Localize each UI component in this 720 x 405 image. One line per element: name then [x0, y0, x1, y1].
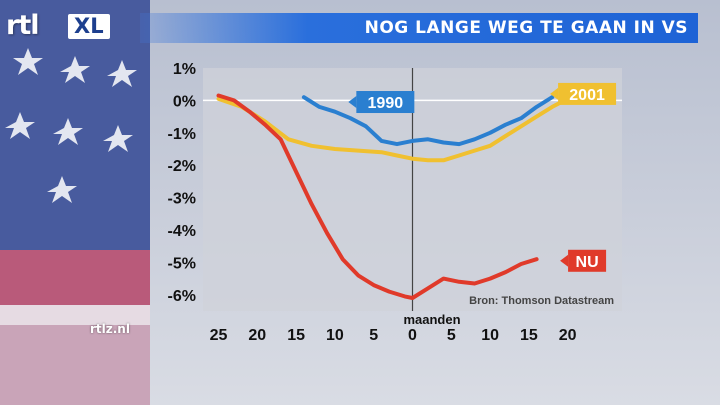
- series-label-nu: NU: [560, 249, 607, 272]
- series-labels: 1990 2001 NU: [348, 82, 617, 272]
- logo-rtl-text: rtl: [6, 10, 39, 41]
- y-tick-label: 1%: [173, 61, 196, 78]
- series-line-2001: [216, 96, 570, 163]
- x-tick-label: 25: [210, 327, 228, 344]
- y-tick-label: -4%: [168, 223, 196, 240]
- series-label-pointer: [550, 87, 559, 100]
- y-tick-label: 0%: [173, 93, 196, 110]
- series-label-box: [356, 91, 415, 114]
- x-tick-label: 20: [559, 327, 577, 344]
- x-axis-label: maanden: [403, 312, 460, 327]
- x-tick-label: 15: [287, 327, 305, 344]
- headline-text: NOG LANGE WEG TE GAAN IN VS: [364, 18, 688, 38]
- x-tick-label: 5: [447, 327, 456, 344]
- y-tick-label: -2%: [168, 158, 196, 175]
- source-note: Bron: Thomson Datastream: [469, 295, 614, 307]
- x-axis: 25 20 15 10 5 0 5 10 15 20: [210, 327, 577, 344]
- series-line-1990: [301, 95, 555, 147]
- series-label-box: [558, 82, 617, 105]
- x-tick-label: 15: [520, 327, 538, 344]
- series-lines: [216, 93, 570, 300]
- series-label-text: 1990: [368, 95, 404, 112]
- y-tick-label: -6%: [168, 288, 196, 305]
- y-tick-label: -5%: [168, 255, 196, 272]
- logo-xl-badge: XL: [68, 14, 110, 39]
- series-line-nu: [216, 93, 539, 300]
- x-tick-label: 10: [326, 327, 344, 344]
- headline-bar: NOG LANGE WEG TE GAAN IN VS: [140, 13, 698, 43]
- y-tick-label: -1%: [168, 126, 196, 143]
- series-label-text: 2001: [569, 87, 605, 104]
- x-tick-label: 10: [481, 327, 499, 344]
- x-tick-label: 5: [369, 327, 378, 344]
- y-axis: 1% 0% -1% -2% -3% -4% -5% -6%: [168, 61, 196, 305]
- series-label-pointer: [560, 254, 569, 267]
- series-label-box: [568, 249, 607, 272]
- watermark: rtlz.nl: [90, 322, 130, 336]
- y-tick-label: -3%: [168, 191, 196, 208]
- series-label-1990: 1990: [348, 91, 415, 114]
- series-label-text: NU: [576, 254, 599, 271]
- x-tick-label: 0: [408, 327, 417, 344]
- rtl-xl-logo: rtl XL: [6, 10, 124, 42]
- x-tick-label: 20: [248, 327, 266, 344]
- series-label-pointer: [348, 96, 357, 109]
- series-label-2001: 2001: [550, 82, 617, 105]
